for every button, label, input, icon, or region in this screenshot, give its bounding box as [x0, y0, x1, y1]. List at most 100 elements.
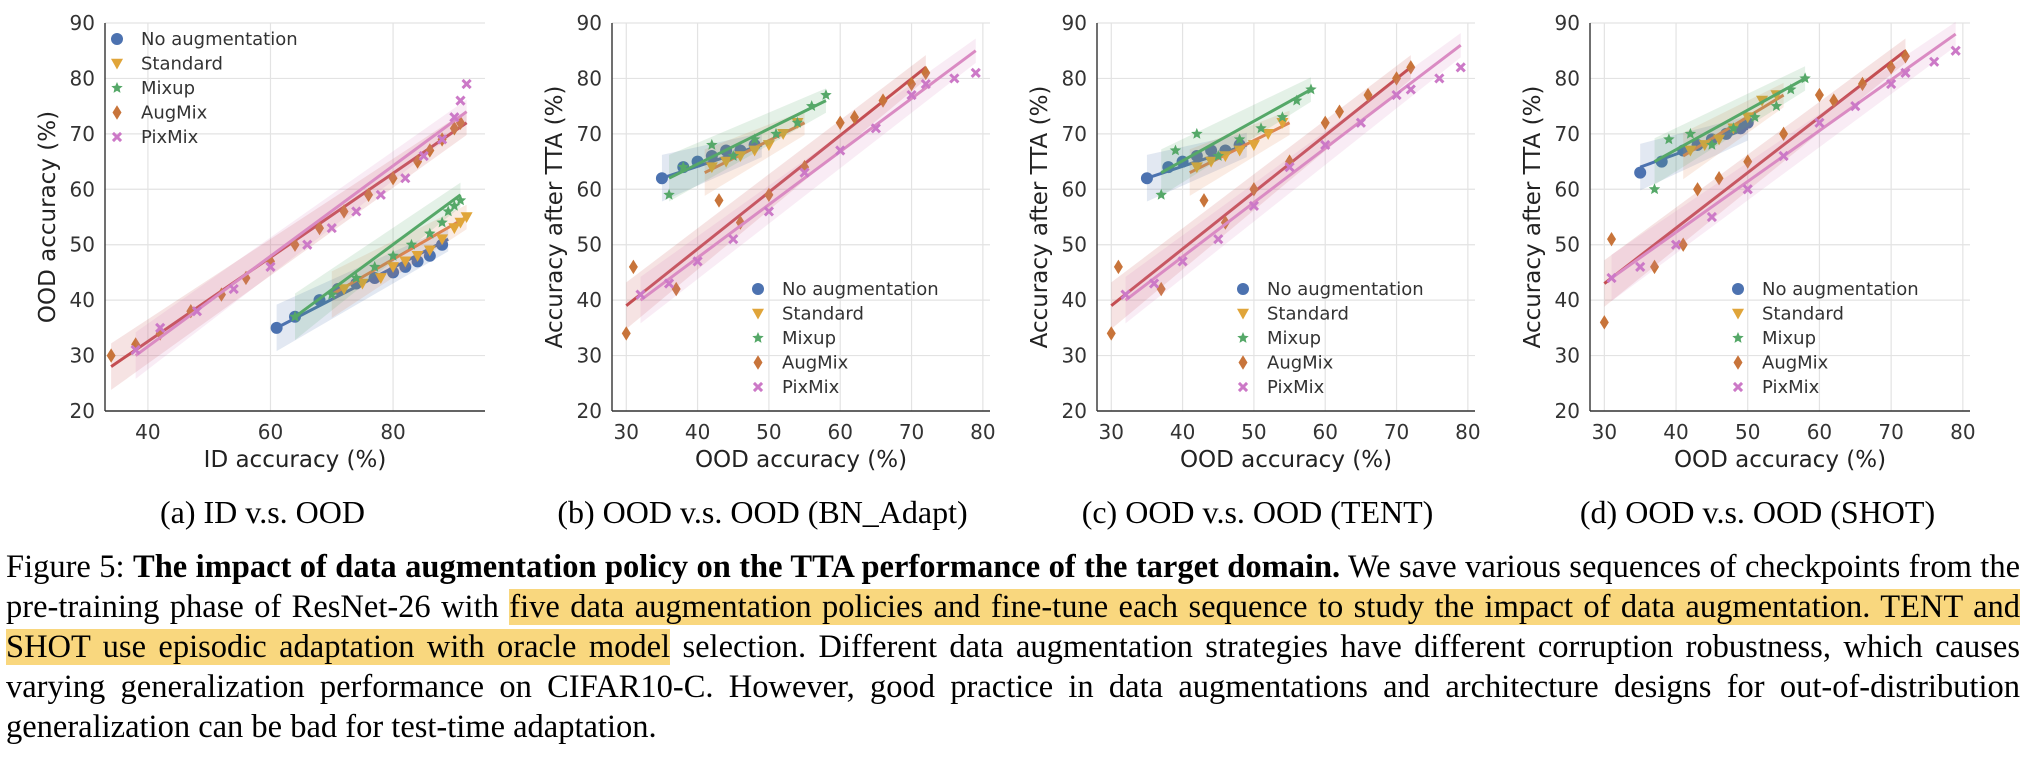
data-point — [764, 187, 774, 203]
data-point — [130, 344, 141, 356]
legend-marker — [1732, 332, 1744, 343]
data-point — [949, 73, 960, 84]
data-point — [628, 259, 638, 275]
data-point — [1248, 200, 1260, 212]
data-point — [1205, 156, 1218, 168]
panel-b: 20 30 40 50 60 70 80 90 30 40 50 60 70 80 OOD accuracy… — [510, 0, 1010, 473]
grid — [105, 22, 485, 412]
data-point — [1355, 117, 1366, 128]
data-point — [364, 187, 374, 203]
y-tick-label: 70 — [1062, 122, 1087, 146]
y-tick-label: 60 — [577, 177, 602, 201]
x-tick-label: 80 — [1950, 420, 1975, 444]
chart-c-tent: 20 30 40 50 60 70 80 90 30 40 50 60 70 80 OOD accuracy… — [1027, 11, 1481, 473]
data-point — [1648, 183, 1661, 195]
data-point — [399, 256, 412, 268]
y-tick-label: 50 — [70, 233, 95, 257]
y-tick-label: 90 — [577, 11, 602, 35]
data-point — [155, 322, 166, 333]
legend-label-pixmix: PixMix — [141, 127, 199, 148]
legend-marker — [111, 82, 123, 93]
data-point — [1190, 162, 1203, 174]
data-point — [1155, 188, 1167, 200]
data-point — [870, 123, 881, 134]
regression-line — [294, 193, 462, 318]
subcaption-a: (a) ID v.s. OOD — [160, 494, 365, 530]
x-tick-label: 70 — [1878, 420, 1903, 444]
data-point — [1799, 72, 1811, 84]
data-point — [1814, 87, 1824, 103]
data-point — [436, 134, 448, 145]
data-point — [878, 93, 888, 108]
y-tick-label: 90 — [1555, 11, 1580, 35]
y-axis-label: OOD accuracy (%) — [35, 111, 61, 323]
y-axis-label: Accuracy after TTA (%) — [1027, 86, 1053, 349]
data-point — [1706, 211, 1717, 223]
data-point — [635, 289, 646, 300]
figure-caption: Figure 5: The impact of data augmentatio… — [6, 547, 2020, 747]
data-point — [799, 167, 810, 178]
data-point — [907, 76, 917, 92]
data-point — [411, 251, 424, 262]
data-point — [448, 199, 461, 211]
x-tick-label: 70 — [1384, 420, 1409, 444]
data-point — [835, 115, 845, 130]
legend-label-no-augmentation: No augmentation — [141, 29, 298, 50]
confidence-band — [1611, 21, 1956, 302]
legend-marker — [753, 355, 763, 370]
y-tick-label: 80 — [577, 66, 602, 90]
x-axis-label: OOD accuracy (%) — [695, 447, 907, 473]
legend-label-standard: Standard — [1762, 304, 1844, 325]
panel-c: 20 30 40 50 60 70 80 90 30 40 50 60 70 80 OOD accuracy… — [1005, 0, 1505, 473]
y-tick-label: 80 — [1062, 66, 1087, 90]
data-point — [270, 321, 283, 334]
legend-label-pixmix: PixMix — [782, 377, 840, 398]
data-point — [1291, 94, 1303, 106]
data-point — [265, 261, 276, 272]
confidence-band — [111, 110, 467, 390]
y-tick-label: 40 — [577, 288, 602, 312]
legend-label-pixmix: PixMix — [1762, 377, 1820, 398]
data-point — [705, 162, 718, 174]
y-tick-label: 60 — [1062, 177, 1087, 201]
y-tick-label: 40 — [70, 288, 95, 312]
legend-label-standard: Standard — [141, 54, 223, 75]
regression-line — [625, 66, 927, 307]
x-tick-label: 30 — [614, 420, 639, 444]
x-tick-label: 30 — [1099, 420, 1124, 444]
data-point — [663, 188, 675, 200]
data-point — [762, 140, 775, 151]
data-point — [777, 129, 790, 140]
legend-label-mixup: Mixup — [782, 328, 836, 349]
legend-label-no-augmentation: No augmentation — [1762, 279, 1919, 300]
y-tick-label: 90 — [1062, 11, 1087, 35]
data-point — [1900, 49, 1910, 64]
legend-marker — [752, 308, 764, 320]
legend: No augmentation Standard Mixup AugMix PixMix — [111, 29, 298, 148]
legend-label-augmix: AugMix — [1762, 353, 1829, 374]
data-point — [1113, 259, 1123, 275]
data-point — [436, 234, 449, 246]
chart-b-bn-adapt: 20 30 40 50 60 70 80 90 30 40 50 60 70 80 OOD accuracy… — [542, 11, 996, 473]
y-tick-label: 70 — [577, 122, 602, 146]
data-point — [1607, 231, 1617, 247]
legend-label-augmix: AugMix — [1267, 353, 1334, 374]
data-point — [835, 145, 846, 156]
data-point — [1233, 145, 1246, 157]
y-tick-label: 20 — [1555, 399, 1580, 423]
data-point — [448, 223, 461, 235]
data-point — [1778, 150, 1789, 162]
data-point — [1276, 111, 1289, 123]
data-point — [1213, 234, 1224, 245]
data-point — [906, 89, 917, 101]
x-tick-label: 40 — [685, 420, 710, 444]
data-point — [1713, 134, 1726, 146]
confidence-band — [626, 55, 926, 329]
confidence-band — [135, 99, 467, 379]
data-point — [1779, 126, 1789, 142]
y-tick-label: 60 — [1555, 177, 1580, 201]
y-tick-label: 60 — [70, 177, 95, 201]
data-point — [1678, 237, 1688, 252]
data-point — [1262, 129, 1275, 140]
y-tick-label: 50 — [1062, 233, 1087, 257]
